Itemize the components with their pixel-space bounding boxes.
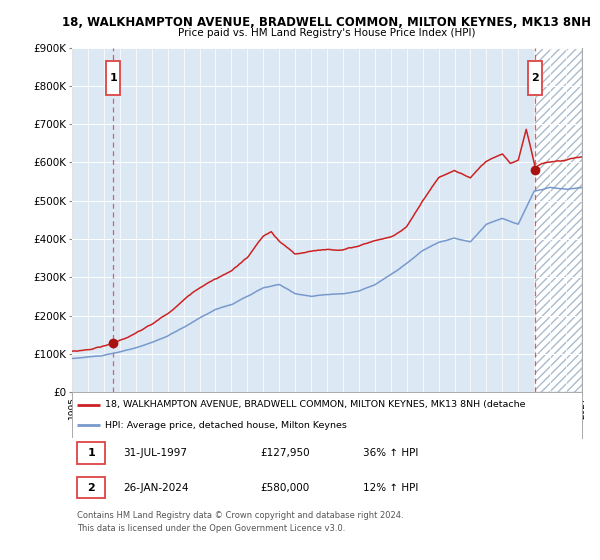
FancyBboxPatch shape <box>77 477 105 498</box>
Bar <box>535 48 582 392</box>
Text: 2: 2 <box>87 483 95 493</box>
Text: 26-JAN-2024: 26-JAN-2024 <box>123 483 188 493</box>
Text: 18, WALKHAMPTON AVENUE, BRADWELL COMMON, MILTON KEYNES, MK13 8NH (detache: 18, WALKHAMPTON AVENUE, BRADWELL COMMON,… <box>105 400 526 409</box>
FancyBboxPatch shape <box>528 61 542 95</box>
Text: £127,950: £127,950 <box>260 449 310 458</box>
Text: 1: 1 <box>87 449 95 458</box>
Text: Contains HM Land Registry data © Crown copyright and database right 2024.
This d: Contains HM Land Registry data © Crown c… <box>77 511 404 533</box>
Text: 12% ↑ HPI: 12% ↑ HPI <box>362 483 418 493</box>
Text: 1: 1 <box>109 73 117 83</box>
Bar <box>535 48 582 392</box>
Text: 31-JUL-1997: 31-JUL-1997 <box>123 449 187 458</box>
Text: Price paid vs. HM Land Registry's House Price Index (HPI): Price paid vs. HM Land Registry's House … <box>178 28 476 38</box>
Text: 18, WALKHAMPTON AVENUE, BRADWELL COMMON, MILTON KEYNES, MK13 8NH: 18, WALKHAMPTON AVENUE, BRADWELL COMMON,… <box>62 16 592 29</box>
Text: 2: 2 <box>532 73 539 83</box>
FancyBboxPatch shape <box>77 442 105 464</box>
FancyBboxPatch shape <box>106 61 120 95</box>
Text: 36% ↑ HPI: 36% ↑ HPI <box>362 449 418 458</box>
Text: £580,000: £580,000 <box>260 483 310 493</box>
Text: HPI: Average price, detached house, Milton Keynes: HPI: Average price, detached house, Milt… <box>105 421 347 430</box>
